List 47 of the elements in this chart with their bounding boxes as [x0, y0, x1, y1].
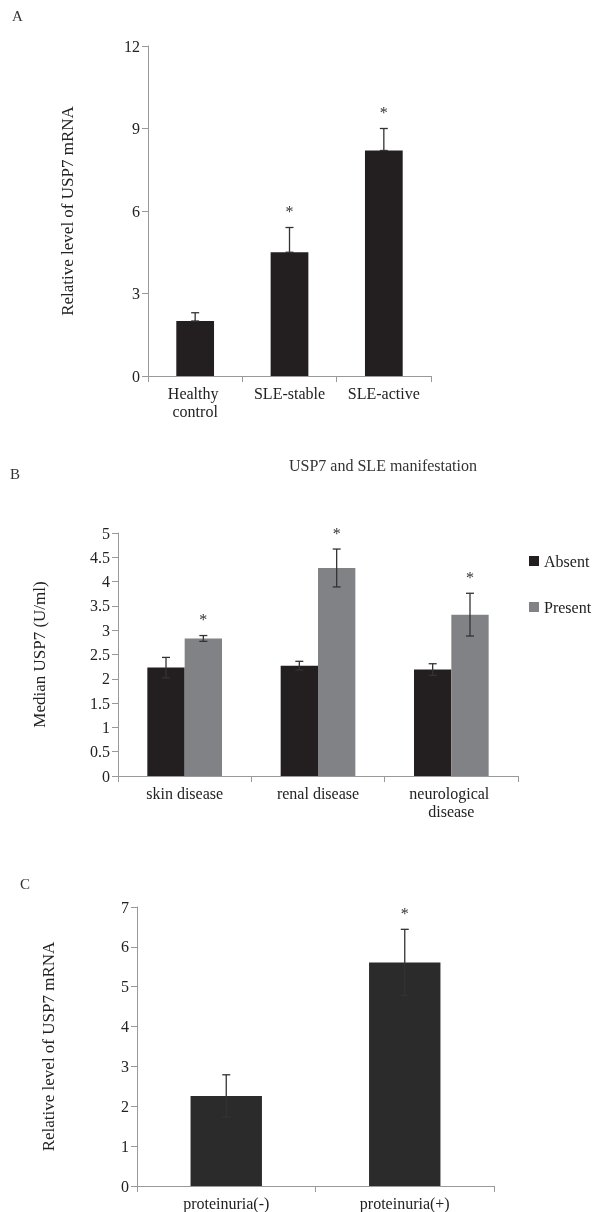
text: B: [10, 465, 21, 482]
chart-title: USP7 and SLE manifestation: [289, 456, 477, 474]
y-tick-label: 1: [102, 718, 110, 736]
x-tick-label: proteinuria(+): [359, 1194, 450, 1212]
y-tick-label: 3: [102, 621, 110, 639]
y-tick-label: 6: [121, 938, 129, 956]
legend-label: Present: [544, 598, 592, 616]
y-tick-label: 4: [121, 1018, 129, 1036]
y-tick-label: 7: [121, 898, 129, 916]
y-axis-title: Median USP7 (U/ml): [30, 581, 49, 728]
x-tick-label: renal disease: [276, 784, 360, 802]
data-label: *: [332, 524, 341, 542]
data-label: *: [466, 568, 474, 586]
y-tick-label: 0.5: [90, 743, 110, 761]
y-tick-label: 0: [102, 767, 110, 785]
x-tick-label: SLE-active: [347, 384, 420, 402]
x-tick-label: SLE-stable: [253, 384, 326, 402]
y-tick-label: 4.5: [90, 548, 110, 566]
y-tick-label: 0: [121, 1177, 129, 1195]
text: A: [12, 7, 23, 24]
y-tick-label: 6: [132, 202, 140, 220]
y-tick-label: 0: [132, 367, 140, 385]
y-tick-label: 3: [121, 1057, 129, 1075]
y-tick-label: 2.5: [90, 646, 110, 663]
data-label: *: [379, 104, 388, 121]
x-tick-label: proteinuria(-): [183, 1194, 270, 1212]
x-tick-label: skin disease: [146, 784, 224, 802]
legend-label: Absent: [544, 552, 590, 570]
y-axis-title: Relative level of USP7 mRNA: [39, 940, 58, 1152]
y-tick-label: 3: [132, 285, 140, 302]
y-tick-label: 1.5: [90, 694, 110, 712]
y-tick-label: 3.5: [90, 597, 110, 615]
x-tick-label: Healthy control: [167, 384, 223, 420]
data-label: *: [400, 904, 409, 922]
data-label: *: [199, 611, 208, 629]
y-tick-label: 5: [121, 978, 129, 996]
y-tick-label: 4: [102, 573, 110, 591]
y-axis-title: Relative level of USP7 mRNA: [58, 105, 77, 316]
y-tick-label: 5: [102, 524, 110, 542]
y-tick-label: 2: [121, 1097, 129, 1115]
y-tick-label: 9: [132, 120, 140, 137]
y-tick-label: 1: [121, 1137, 129, 1155]
text: C: [20, 875, 31, 892]
y-tick-label: 12: [124, 37, 140, 55]
x-tick-label: neurological disease: [409, 784, 494, 820]
data-label: *: [285, 203, 294, 220]
y-tick-label: 2: [102, 670, 110, 688]
